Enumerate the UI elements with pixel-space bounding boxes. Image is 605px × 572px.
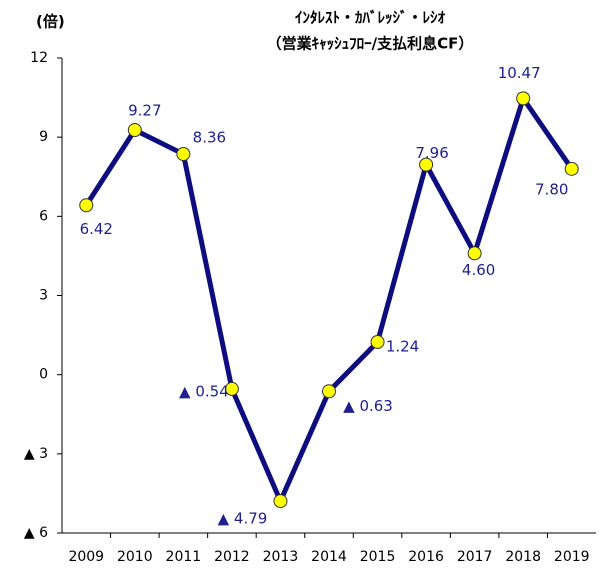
point-marker bbox=[370, 334, 385, 349]
x-tick-label: 2015 bbox=[360, 549, 396, 565]
chart-subtitle: （営業ｷｬｯｼｭﾌﾛｰ/支払利息CF） bbox=[267, 35, 474, 53]
point-marker bbox=[419, 157, 434, 172]
point-marker bbox=[176, 147, 191, 162]
x-tick-label: 2012 bbox=[214, 549, 250, 565]
data-label: 9.27 bbox=[128, 102, 161, 120]
point-marker bbox=[224, 381, 239, 396]
point-marker bbox=[322, 384, 336, 399]
y-tick-label: 12 bbox=[30, 50, 48, 66]
point-marker bbox=[79, 198, 94, 213]
y-tick-label: 9 bbox=[39, 129, 48, 145]
x-tick-label: 2014 bbox=[311, 549, 347, 565]
chart-title: ｲﾝﾀﾚｽﾄ・ｶﾊﾞﾚｯｼﾞ・ﾚｼｵ bbox=[295, 9, 446, 27]
x-tick-label: 2017 bbox=[457, 549, 493, 565]
x-tick-label: 2018 bbox=[505, 549, 541, 565]
data-label: 7.80 bbox=[535, 180, 568, 198]
data-label: 8.36 bbox=[193, 129, 226, 147]
x-tick-label: 2013 bbox=[263, 549, 299, 565]
point-marker bbox=[273, 494, 288, 509]
y-tick-label: ▲ 6 bbox=[24, 525, 48, 541]
x-tick-label: 2009 bbox=[68, 549, 104, 565]
x-tick-label: 2010 bbox=[117, 549, 153, 565]
y-tick-label: ▲ 3 bbox=[24, 446, 48, 462]
point-marker bbox=[127, 123, 142, 138]
data-label: 4.60 bbox=[462, 261, 495, 279]
point-marker bbox=[564, 161, 579, 176]
data-label: ▲ 4.79 bbox=[218, 510, 268, 528]
x-tick-label: 2019 bbox=[554, 549, 590, 565]
data-label: 7.96 bbox=[415, 144, 448, 162]
data-label: 10.47 bbox=[498, 64, 541, 82]
y-tick-label: 3 bbox=[39, 288, 48, 304]
x-tick-label: 2016 bbox=[408, 549, 444, 565]
data-label: 1.24 bbox=[386, 337, 419, 355]
y-axis-label: (倍) bbox=[36, 13, 65, 31]
y-tick-label: 0 bbox=[39, 367, 48, 383]
data-label: ▲ 0.54 bbox=[179, 382, 229, 400]
series-line bbox=[84, 95, 574, 504]
data-label: ▲ 0.63 bbox=[343, 397, 393, 415]
point-marker bbox=[516, 91, 531, 106]
x-tick-label: 2011 bbox=[166, 549, 202, 565]
data-label: 6.42 bbox=[80, 220, 113, 238]
point-marker bbox=[467, 246, 482, 261]
y-tick-label: 6 bbox=[39, 208, 48, 224]
